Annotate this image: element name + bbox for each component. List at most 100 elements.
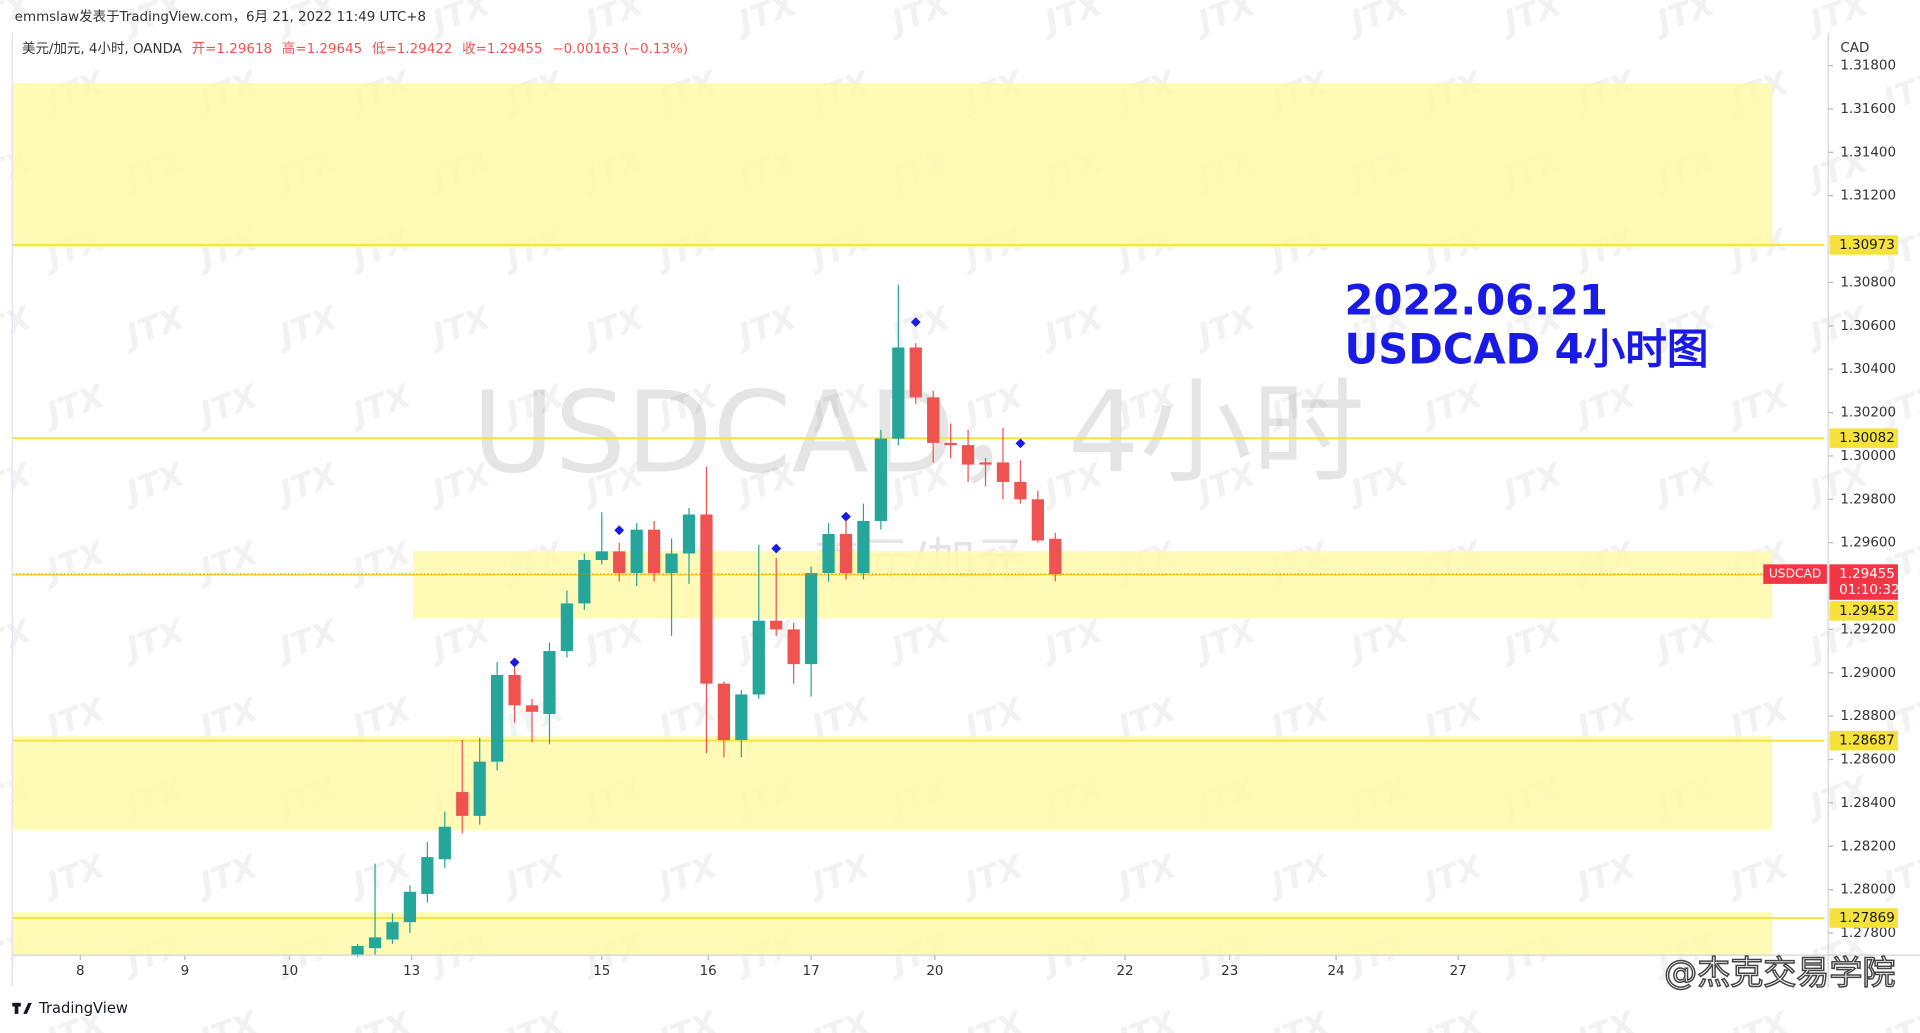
candle-body [595,551,608,561]
level-label: 1.30973 [1839,238,1895,253]
x-tick-label: 9 [181,964,190,979]
signal-marker [614,525,625,536]
tile-watermark: JTX [801,1003,876,1033]
level-label-bg [1829,730,1898,751]
candle-body [804,573,818,665]
tile-watermark: JTX [422,298,497,356]
tile-watermark: JTX [1414,376,1489,434]
tile-watermark: JTX [728,0,803,43]
zone [12,82,1773,248]
candle-body [996,462,1010,482]
candle-body [1031,499,1044,541]
tile-watermark: JTX [1646,611,1721,669]
candle-body [682,514,696,554]
tile-watermark: JTX [0,611,37,669]
tile-watermark: JTX [1187,611,1262,669]
last-price-bg [1829,564,1898,600]
x-tick-label: 24 [1328,964,1345,979]
y-tick-label: 1.30600 [1840,319,1896,334]
level-label: 1.28687 [1839,734,1895,749]
tile-watermark: JTX [269,298,344,356]
candle-body [717,683,731,741]
y-tick-label: 1.29000 [1840,666,1896,681]
y-tick-label: 1.31200 [1840,189,1896,204]
y-tick-label: 1.31600 [1840,102,1896,117]
tile-watermark: JTX [189,846,264,904]
symbol-legend: 美元/加元, 4小时, OANDA 开=1.29618 高=1.29645 低=1.2… [22,40,688,57]
candle-body [1049,538,1062,575]
zone [12,735,1773,831]
tile-watermark: JTX [1799,0,1874,43]
x-tick-label: 16 [700,964,717,979]
candle-body [822,533,835,574]
tile-watermark: JTX [1720,846,1795,904]
tile-watermark: JTX [1414,1003,1489,1033]
x-tick-label: 8 [76,964,85,979]
y-tick-label: 1.28600 [1840,753,1896,768]
x-tick-label: 22 [1116,964,1133,979]
change-value: −0.00163 (−0.13%) [552,42,688,57]
tile-watermark: JTX [1646,0,1721,43]
ohlc-value: 低=1.29422 [372,41,452,57]
tile-watermark: JTX [1187,0,1262,43]
level-label-bg [1829,601,1898,621]
symbol-tag-bg [1763,564,1827,584]
tile-watermark: JTX [1567,1003,1642,1033]
ohlc-value: 收=1.29455 [462,41,542,57]
tile-watermark: JTX [342,1003,417,1033]
tile-watermark: JTX [1261,846,1336,904]
x-tick-label: 23 [1221,964,1238,979]
tile-watermark: JTX [495,846,570,904]
tile-watermark: JTX [1493,0,1568,43]
tile-watermark: JTX [189,1003,264,1033]
logo-part [14,1002,19,1014]
level-label-bg [1829,235,1898,255]
annotation-title: USDCAD 4小时图 [1344,325,1708,374]
publisher-line: emmslaw发表于TradingView.com，6月 21, 2022 11… [15,9,426,25]
y-tick-label: 1.28800 [1840,709,1896,724]
level-label: 1.30082 [1839,431,1895,446]
tile-watermark: JTX [1340,0,1415,43]
tile-watermark: JTX [1187,298,1262,356]
tile-watermark: JTX [575,0,650,43]
candle-body [456,792,469,816]
candle-body [735,694,748,741]
tile-watermark: JTX [116,611,191,669]
tile-watermark: JTX [955,1003,1030,1033]
tile-watermark: JTX [801,846,876,904]
tile-watermark: JTX [422,0,497,43]
candle-body [491,674,504,762]
level-label: 1.27869 [1839,911,1895,926]
candle-body [927,397,940,443]
tile-watermark: JTX [1873,1003,1920,1033]
candle-body [368,937,382,949]
tile-watermark: JTX [1493,611,1568,669]
tile-watermark: JTX [1720,376,1795,434]
plot-layer: 1.27800 1.28000 1.28200 1.28400 1.28600 1.288… [12,59,1900,979]
y-tick-label: 1.29200 [1840,622,1896,637]
tile-watermark: JTX [0,298,37,356]
candle-body [473,761,486,816]
tile-watermark: JTX [0,455,37,513]
candle-body [770,620,783,630]
x-tick-label: 10 [281,964,298,979]
tile-watermark: JTX [881,611,956,669]
candle-body [351,946,364,955]
tile-watermark: JTX [881,0,956,43]
candle-body [438,826,451,860]
currency-label: CAD [1840,41,1869,56]
tile-watermark: JTX [1567,376,1642,434]
candle-body [386,922,399,940]
tradingview-logo [12,1002,32,1014]
x-tick-label: 20 [926,964,943,979]
candle-body [421,857,434,894]
candle-body [979,462,992,465]
tile-watermark: JTX [955,846,1030,904]
tile-watermark: JTX [648,846,723,904]
candle-body [839,533,853,574]
tile-watermark: JTX [881,298,956,356]
zone [12,912,1773,956]
candle-body [787,629,800,665]
